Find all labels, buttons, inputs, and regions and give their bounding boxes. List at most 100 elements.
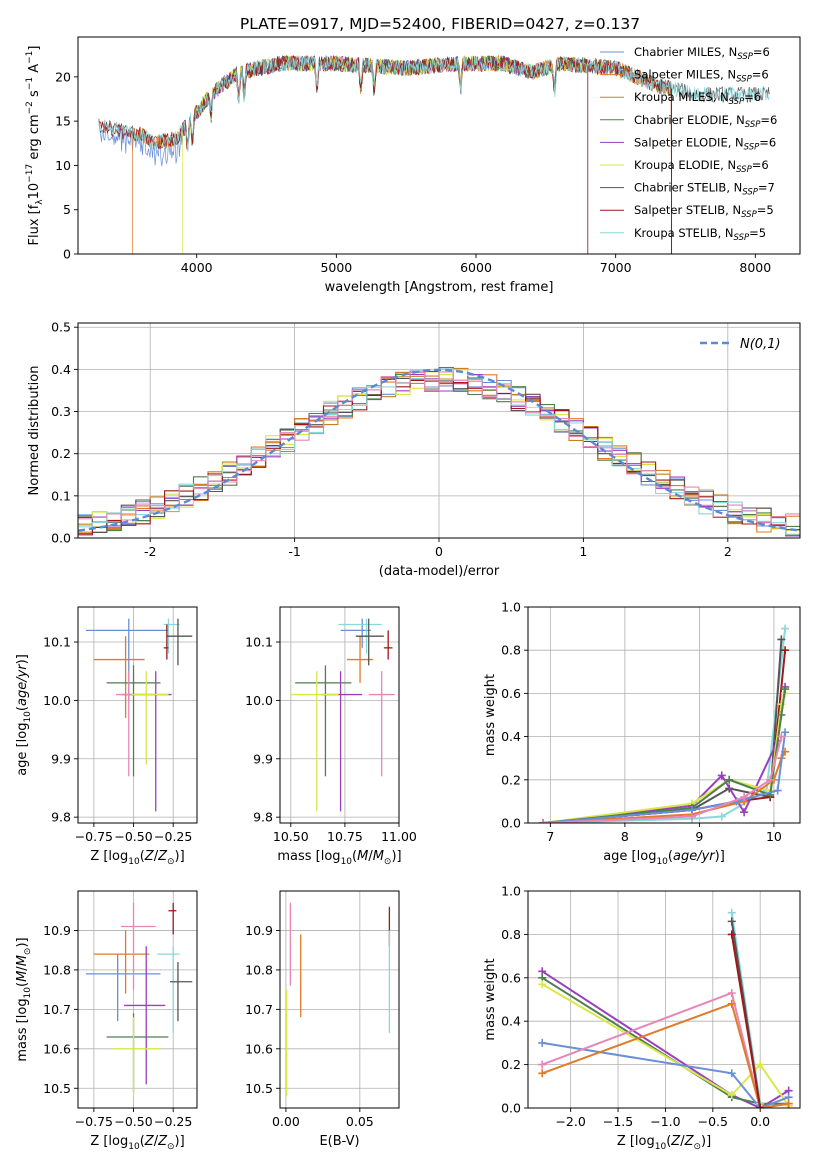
weight-marker [727, 988, 736, 997]
spectrum-model-line [98, 55, 770, 152]
error-bar-point [383, 630, 393, 660]
legend-label: Kroupa ELODIE, NSSP=6 [634, 158, 769, 175]
error-bar-point [340, 618, 371, 648]
x-tick-label: 10 [766, 829, 782, 844]
legend-label: Salpeter ELODIE, NSSP=6 [634, 135, 776, 152]
axes-frame [279, 890, 400, 1109]
error-bar-point [166, 618, 193, 666]
weight-marker [687, 812, 696, 821]
x-tick-label: 11.00 [381, 829, 417, 844]
y-tick-label: 0.6 [501, 686, 521, 701]
x-tick-label: 1 [579, 544, 587, 559]
x-tick-label: 0.00 [272, 1114, 300, 1129]
y-tick-label: 10.9 [245, 923, 273, 938]
plot-area [78, 367, 800, 537]
figure-title: PLATE=0917, MJD=52400, FIBERID=0427, z=0… [240, 15, 640, 33]
error-bar-point [93, 930, 150, 994]
weight-series-line [542, 686, 787, 823]
error-bar-point [106, 1013, 169, 1093]
y-axis-label: mass [log10(M/M⊙)] [15, 937, 33, 1061]
error-bar-point [85, 954, 161, 1022]
weight-marker [756, 1104, 765, 1108]
spectrum-model-line [132, 55, 672, 254]
y-axis-label: mass weight [483, 958, 498, 1040]
chart-mass_weight_vs_age: 7 8 9 10 0.0 0.2 0.4 0.6 0.8 1.0 age [log10(age/yr… [483, 600, 801, 867]
y-tick-label: 0.4 [51, 362, 71, 377]
plot-area [98, 54, 770, 254]
axes-frame [77, 36, 801, 255]
error-bar-point [124, 946, 166, 1085]
legend-label: Chabrier STELIB, NSSP=7 [634, 181, 775, 198]
plot-area [85, 902, 193, 1097]
y-tick-label: 0.2 [501, 772, 521, 787]
y-tick-label: 0.5 [51, 320, 71, 335]
x-tick-label: −0.75 [75, 829, 113, 844]
y-tick-label: 0.4 [501, 729, 521, 744]
x-axis-label: E(B-V) [319, 1134, 359, 1149]
error-bar-point [120, 902, 156, 990]
x-tick-label: 8000 [739, 260, 771, 275]
legend: Chabrier MILES, NSSP=6 Salpeter MILES, NS… [600, 45, 777, 243]
x-tick-label: 10.75 [327, 829, 363, 844]
error-bar-point [321, 671, 363, 812]
y-tick-label: 10.8 [245, 962, 273, 977]
x-tick-label: 6000 [460, 260, 492, 275]
y-tick-label: 10.5 [43, 1081, 71, 1096]
x-axis-label: Z [log10(Z/Z⊙)] [90, 1134, 184, 1152]
weight-marker [781, 624, 790, 633]
y-axis-label: Flux [fλ10−17 erg cm−2 s−1 A−1] [25, 46, 45, 246]
error-bar-point [295, 665, 352, 777]
y-tick-label: 10 [55, 158, 71, 173]
axes-frame [77, 890, 198, 1109]
legend-label: Chabrier MILES, NSSP=6 [634, 45, 770, 62]
x-tick-label: 8 [621, 829, 629, 844]
weight-marker [784, 1099, 793, 1108]
y-tick-label: 0.6 [501, 970, 521, 985]
chart-mass_weight_vs_Z: −2.0 −1.5 −1.0 −0.5 0.0 0.0 0.2 0.4 0.6 0.8 1.0 Z [… [483, 884, 801, 1152]
y-tick-label: 9.8 [253, 810, 273, 825]
y-tick-label: 10.8 [43, 962, 71, 977]
x-tick-label: 4000 [181, 260, 213, 275]
legend: N(0,1) [700, 337, 781, 352]
weight-marker [766, 775, 775, 784]
x-tick-label: 2 [724, 544, 732, 559]
y-tick-label: 15 [55, 114, 71, 129]
plot-area [286, 902, 391, 1097]
weight-marker [717, 771, 726, 780]
x-tick-label: -2 [144, 544, 156, 559]
weight-series-line [542, 1041, 789, 1108]
spectrum-model-line [132, 54, 672, 254]
weight-marker [727, 1090, 736, 1099]
weight-marker [725, 775, 734, 784]
error-bar-point [355, 618, 384, 666]
weight-marker [727, 930, 736, 939]
chart-residuals: -2 -1 0 1 2 0.0 0.1 0.2 0.3 0.4 0.5 (data-model)/er… [27, 320, 801, 579]
error-bar-point [168, 902, 177, 935]
plot-area [538, 624, 790, 823]
weight-marker [727, 999, 736, 1008]
axes-frame [77, 606, 198, 824]
weight-series-line [542, 688, 787, 823]
weight-marker [777, 635, 786, 644]
error-bar-point [157, 946, 180, 1034]
y-tick-label: 10.1 [43, 635, 71, 650]
weight-marker [781, 646, 790, 655]
y-tick-label: 10.6 [43, 1041, 71, 1056]
y-tick-label: 0 [63, 247, 71, 262]
y-axis-label: age [log10(age/yr)] [15, 654, 33, 776]
x-tick-label: −0.5 [698, 1114, 728, 1129]
y-tick-label: 10.1 [245, 635, 273, 650]
chart-mass_vs_Z: −0.75 −0.50 −0.25 10.5 10.6 10.7 10.8 10.9 Z [lo… [15, 890, 198, 1152]
y-tick-label: 10.5 [245, 1081, 273, 1096]
y-tick-label: 0.3 [51, 404, 71, 419]
y-tick-label: 0.4 [501, 1014, 521, 1029]
weight-series-line [541, 983, 790, 1107]
plot-area [290, 618, 395, 812]
chart-mass_vs_EBV: 0.00 0.05 10.5 10.6 10.7 10.8 10.9 E(B-V) [245, 890, 400, 1149]
x-tick-label: 7 [546, 829, 554, 844]
x-tick-label: −0.50 [114, 1114, 152, 1129]
y-tick-label: 0.8 [501, 643, 521, 658]
x-tick-label: 7000 [600, 260, 632, 275]
x-tick-label: −0.50 [114, 829, 152, 844]
